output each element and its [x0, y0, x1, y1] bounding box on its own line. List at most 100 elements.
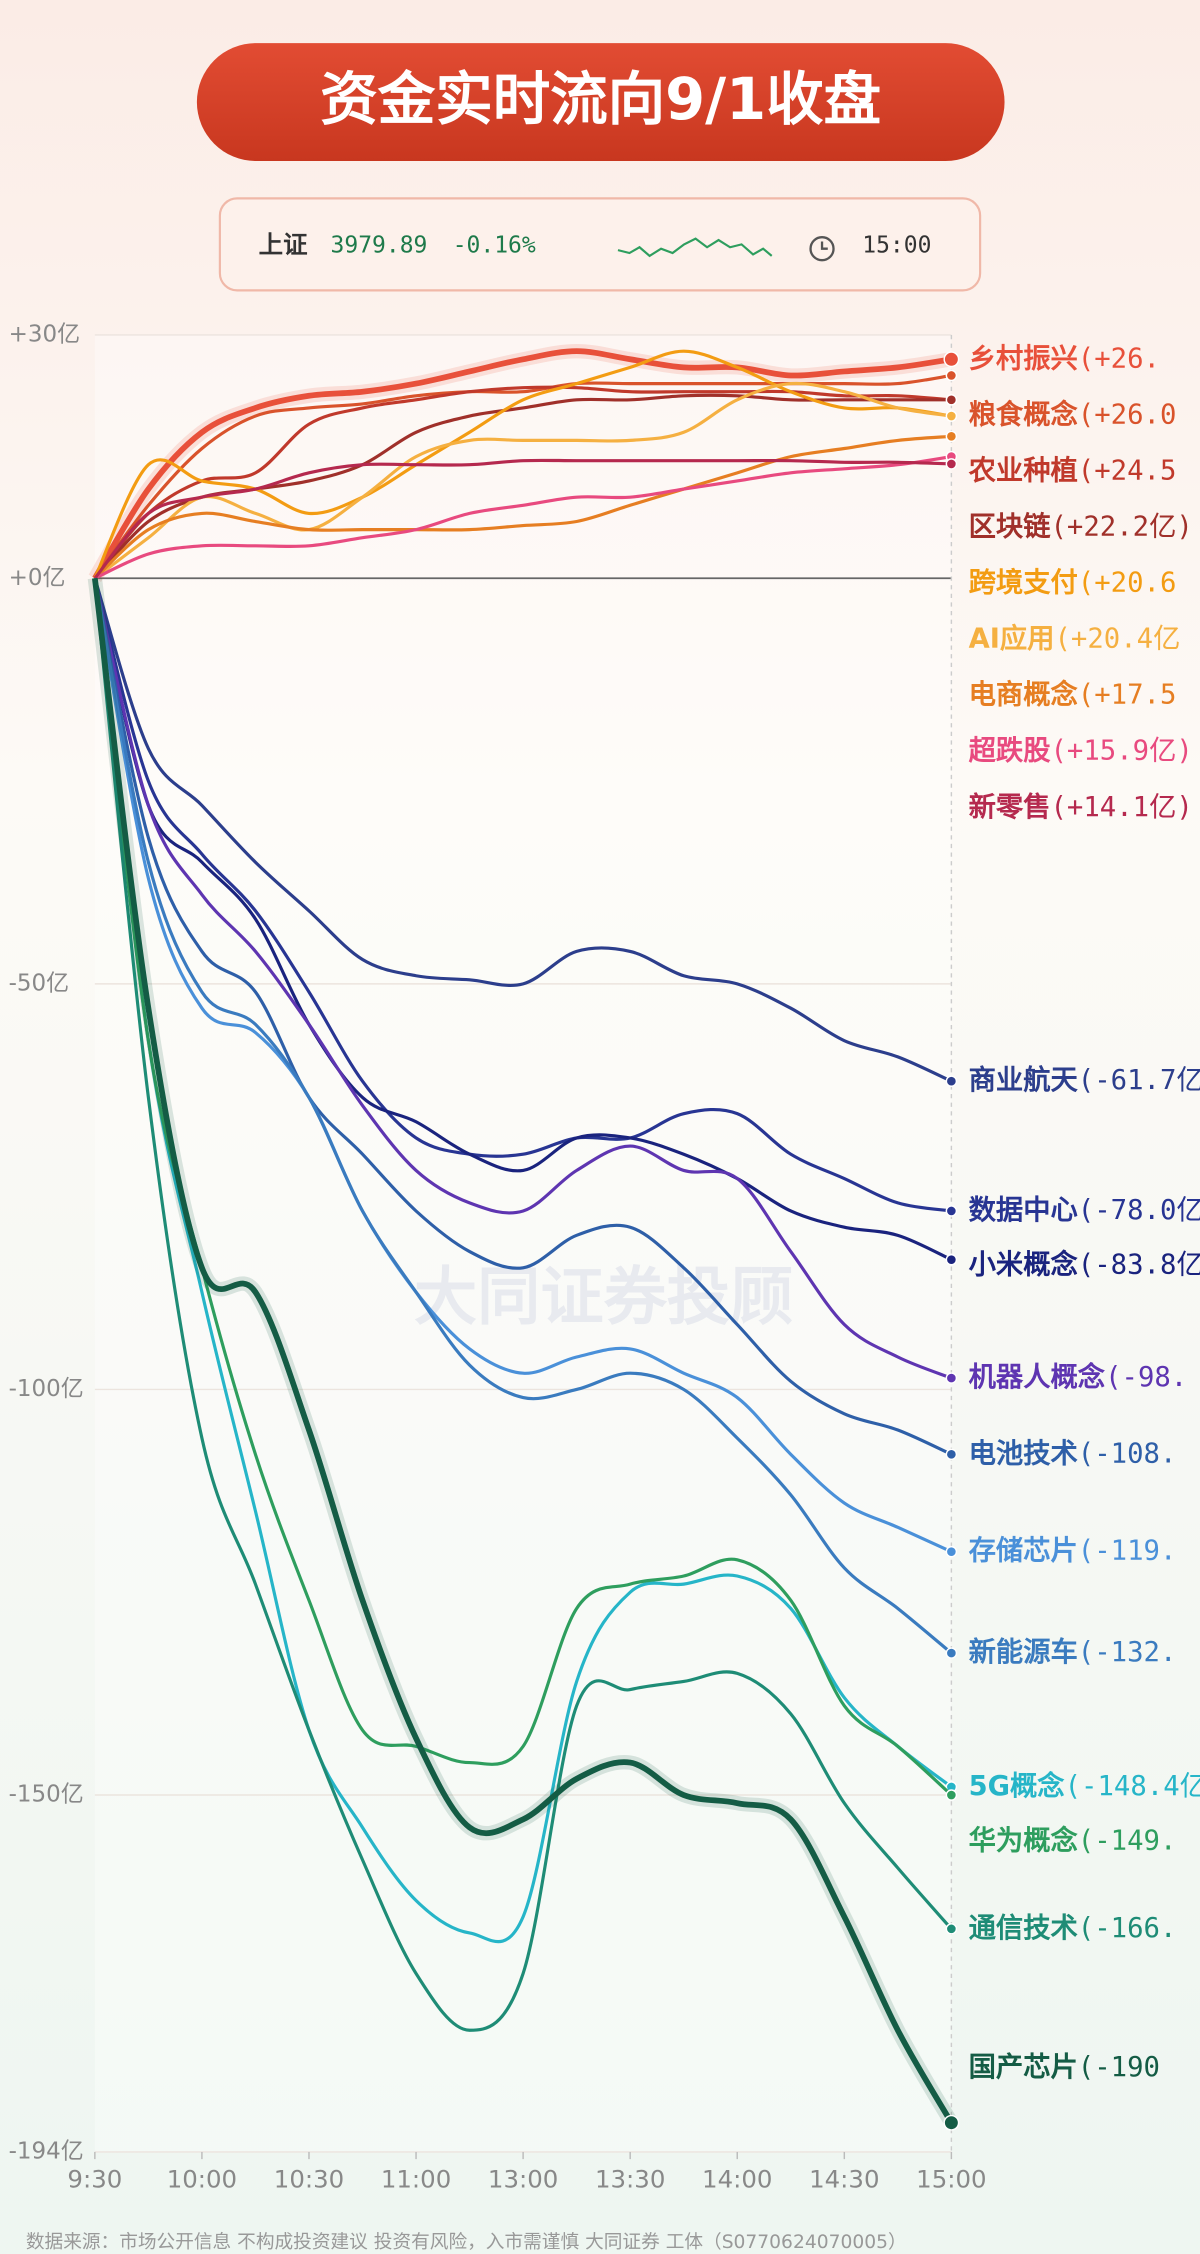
end-value-label: (+20.6: [1078, 567, 1177, 598]
series-label: 电商概念(+17.5: [969, 678, 1177, 710]
series-label: 粮食概念(+26.0: [969, 398, 1177, 430]
end-dot: [945, 410, 958, 422]
end-value-label: (-132.: [1078, 1637, 1177, 1668]
index-name: 上证: [259, 230, 308, 259]
legend-name: 跨境支付: [969, 567, 1078, 598]
x-tick-label: 15:00: [916, 2165, 986, 2194]
series-label: 机器人概念(-98.: [969, 1361, 1188, 1393]
index-box: [218, 197, 982, 292]
chart-title: 资金实时流向9/1收盘: [320, 66, 881, 133]
y-tick-label: -194亿: [9, 2138, 84, 2164]
index-time: 15:00: [862, 232, 931, 258]
series-line: [93, 578, 953, 1944]
end-dot: [945, 1253, 958, 1266]
sparkline: [617, 237, 773, 258]
legend-name: 超跌股: [969, 735, 1052, 766]
legend-name: 通信技术: [969, 1912, 1079, 1943]
series-label: 区块链(+22.2亿): [969, 510, 1193, 542]
footer: 数据来源：市场公开信息 不构成投资建议 投资有风险，入市需谨慎 大同证券 工体（…: [26, 2232, 907, 2253]
series-label: 超跌股(+15.9亿): [969, 735, 1193, 766]
end-dot: [945, 1545, 958, 1558]
series-line: [93, 577, 953, 1083]
end-value-label: (-190: [1078, 2052, 1160, 2083]
clock-hands: [820, 241, 828, 250]
end-value-label: (-61.7亿: [1078, 1065, 1200, 1096]
end-value-label: (+15.9亿): [1051, 735, 1193, 766]
legend-name: 国产芯片: [969, 2052, 1078, 2083]
end-dot: [945, 430, 958, 443]
x-tick-label: 9:30: [67, 2165, 122, 2194]
end-value-label: (-119.: [1078, 1535, 1177, 1566]
series-label: 华为概念(-149.: [969, 1824, 1177, 1856]
end-dot: [945, 458, 958, 470]
legend-name: 新零售: [969, 790, 1051, 822]
series-label: 电池技术(-108.: [969, 1438, 1177, 1469]
end-value-label: (+14.1亿): [1051, 791, 1193, 822]
y-tick-label: -150亿: [9, 1782, 84, 1808]
end-dot: [945, 1647, 958, 1659]
clock-icon: [809, 236, 835, 262]
x-tick-label: 10:00: [167, 2165, 237, 2194]
series-label: 农业种植(+24.5: [968, 454, 1177, 486]
x-tick-label: 13:00: [488, 2165, 558, 2194]
legend-name: 数据中心: [969, 1194, 1078, 1225]
series-label: 国产芯片(-190: [969, 2052, 1160, 2083]
end-dot: [945, 369, 958, 382]
series-line: [93, 434, 952, 580]
end-dot: [943, 351, 960, 368]
series-label: 新零售(+14.1亿): [969, 790, 1193, 822]
series-label: 乡村振兴(+26.: [969, 343, 1160, 374]
end-dot: [943, 2114, 960, 2131]
y-tick-label: -50亿: [9, 970, 70, 996]
y-tick-label: -100亿: [9, 1376, 84, 1402]
series-label: 新能源车(-132.: [969, 1636, 1177, 1668]
end-value-label: (+24.5: [1078, 455, 1177, 486]
labels: 乡村振兴(+26. 粮食概念(+26.0 农业种植(+24.5 区块链(+22.2亿)…: [968, 343, 1200, 2083]
series-line: [93, 577, 953, 1456]
end-value-label: (+26.: [1078, 343, 1160, 374]
end-value-label: (+17.5: [1078, 679, 1177, 710]
legend-name: 5G概念: [969, 1769, 1066, 1801]
legend-name: 电池技术: [969, 1438, 1079, 1469]
end-value-label: (-83.8亿: [1078, 1249, 1200, 1280]
series-line: [92, 348, 952, 580]
legend-name: 农业种植: [968, 454, 1078, 486]
series-label: 数据中心(-78.0亿: [969, 1194, 1200, 1225]
series-line: [93, 577, 953, 1262]
legend-name: 存储芯片: [969, 1534, 1078, 1566]
index-value: 3979.89: [331, 232, 428, 258]
series-line: [93, 577, 953, 1655]
series-line: [93, 577, 952, 1213]
end-dot: [945, 1075, 958, 1087]
x-tick-label: 11:00: [381, 2165, 451, 2194]
end-dot: [945, 1923, 958, 1935]
x-tick-label: 10:30: [274, 2165, 344, 2194]
watermark: 大同证券投顾: [414, 1259, 793, 1333]
series-line: [93, 458, 952, 580]
series-label: 通信技术(-166.: [969, 1912, 1177, 1943]
y-tick-label: +30亿: [9, 321, 80, 347]
legend-name: 小米概念: [969, 1248, 1079, 1280]
end-dot: [945, 1205, 958, 1217]
series-line: [93, 349, 952, 579]
end-dot: [945, 394, 958, 406]
legend-name: 乡村振兴: [969, 343, 1078, 374]
x-tick-label: 13:30: [595, 2165, 665, 2194]
series-line: [93, 577, 952, 1380]
end-value-label: (-78.0亿: [1078, 1194, 1200, 1225]
series-line: [93, 578, 953, 2032]
series-label: 跨境支付(+20.6: [969, 567, 1177, 598]
series-line: [91, 577, 954, 2125]
legend-name: AI应用: [969, 622, 1055, 654]
y-tick-label: +0亿: [9, 565, 66, 591]
legend-name: 区块链: [969, 510, 1052, 542]
end-value-label: (+26.0: [1078, 399, 1177, 430]
legend-name: 新能源车: [969, 1636, 1078, 1668]
series-label: 小米概念(-83.8亿: [969, 1248, 1200, 1280]
end-value-label: (-149.: [1078, 1825, 1177, 1856]
series-line: [94, 455, 952, 580]
end-dot: [945, 1372, 958, 1384]
